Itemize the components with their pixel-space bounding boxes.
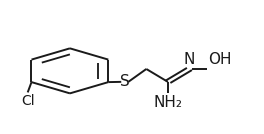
Text: N: N	[184, 52, 195, 67]
Text: Cl: Cl	[21, 94, 35, 108]
Text: NH₂: NH₂	[153, 95, 182, 110]
Text: OH: OH	[208, 52, 232, 67]
Text: S: S	[120, 74, 130, 89]
